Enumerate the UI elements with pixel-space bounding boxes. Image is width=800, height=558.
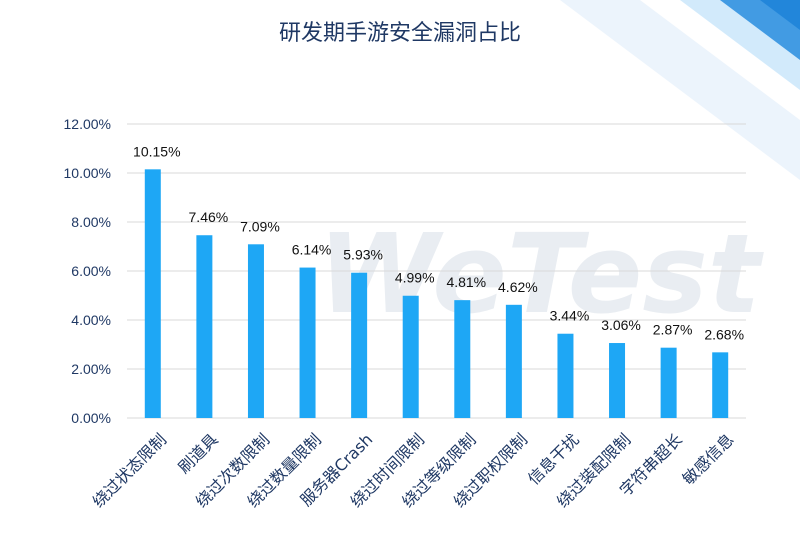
y-tick-label: 0.00% — [71, 410, 111, 426]
bar — [557, 333, 574, 418]
x-tick-label: 刷道具 — [174, 430, 221, 477]
x-tick-label: 敏感信息 — [679, 430, 738, 489]
y-tick-label: 8.00% — [71, 214, 111, 230]
x-tick-label: 绕过状态限制 — [89, 430, 170, 511]
bar — [299, 267, 316, 418]
chart-title: 研发期手游安全漏洞占比 — [279, 20, 521, 45]
blue-accent-band — [640, 0, 800, 60]
gridlines — [127, 123, 746, 419]
blue-accent-band-light-2 — [680, 0, 800, 90]
data-label: 2.87% — [653, 322, 693, 338]
bars — [144, 169, 729, 418]
data-label: 4.99% — [395, 270, 435, 286]
y-tick-label: 10.00% — [64, 165, 111, 181]
bar — [454, 300, 471, 418]
y-tick-label: 6.00% — [71, 263, 111, 279]
data-label: 7.09% — [240, 218, 280, 234]
data-label: 3.06% — [601, 317, 641, 333]
bar — [660, 347, 677, 418]
data-label: 7.46% — [189, 209, 229, 225]
data-labels: 10.15% 7.46% 7.09% 6.14% 5.93% 4.99% 4.81% 4.62… — [133, 143, 744, 342]
bar — [609, 343, 626, 418]
bar — [712, 352, 729, 418]
bar — [351, 272, 368, 418]
data-label: 2.68% — [704, 326, 744, 342]
x-axis-ticks: 绕过状态限制 刷道具绕过次数限制绕过数量限制服务器Crash绕过时间限制绕过等级限… — [89, 430, 738, 511]
bar — [196, 235, 213, 418]
y-axis-ticks: 0.00% 2.00% 4.00% 6.00% 8.00% 10.00% 12.00% — [64, 116, 111, 426]
y-tick-label: 12.00% — [64, 116, 111, 132]
bar — [505, 304, 522, 418]
bar — [144, 169, 161, 418]
data-label: 10.15% — [133, 143, 180, 159]
y-tick-label: 4.00% — [71, 312, 111, 328]
data-label: 4.81% — [446, 274, 486, 290]
bar — [402, 295, 419, 418]
data-label: 3.44% — [550, 308, 590, 324]
watermark-logo: WeTest — [318, 210, 764, 338]
data-label: 5.93% — [343, 247, 383, 263]
y-tick-label: 2.00% — [71, 361, 111, 377]
data-label: 4.62% — [498, 279, 538, 295]
blue-accent-band-light — [560, 0, 800, 180]
bar — [247, 244, 264, 418]
data-label: 6.14% — [292, 242, 332, 258]
